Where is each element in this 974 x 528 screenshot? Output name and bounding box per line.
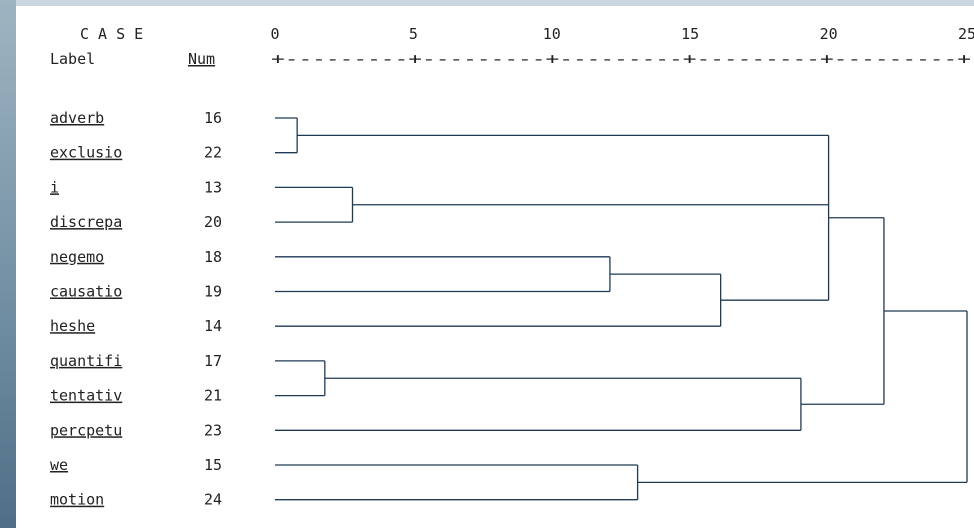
leaf-number: 14 bbox=[204, 317, 222, 335]
scale-tick-label: 20 bbox=[820, 25, 838, 43]
leaf-label: motion bbox=[50, 491, 104, 509]
scale-tick-label: 5 bbox=[409, 25, 418, 43]
leaf-number: 22 bbox=[204, 144, 222, 162]
num-column-heading: Num bbox=[188, 50, 215, 68]
dendrogram-panel: C A S E Label Num 0 5 10 15 20 25 +---------+----… bbox=[16, 6, 974, 528]
leaf-label: quantifi bbox=[50, 352, 122, 370]
leaf-number: 17 bbox=[204, 352, 222, 370]
scale-tick-label: 15 bbox=[681, 25, 699, 43]
scale-tick-label: 10 bbox=[543, 25, 561, 43]
leaf-label: adverb bbox=[50, 109, 104, 127]
scale-tick-label: 0 bbox=[270, 25, 279, 43]
leaf-number: 15 bbox=[204, 456, 222, 474]
scale-tick-label: 25 bbox=[958, 25, 974, 43]
leaf-label: heshe bbox=[50, 317, 95, 335]
leaf-label: exclusio bbox=[50, 144, 122, 162]
leaf-label: percpetu bbox=[50, 421, 122, 439]
leaf-number: 19 bbox=[204, 283, 222, 301]
leaf-label: discrepa bbox=[50, 213, 122, 231]
label-column-heading: Label bbox=[50, 50, 95, 68]
leaf-label: we bbox=[50, 456, 68, 474]
leaf-number: 24 bbox=[204, 491, 222, 509]
leaf-number: 16 bbox=[204, 109, 222, 127]
leaf-label: causatio bbox=[50, 283, 122, 301]
leaf-label: i bbox=[50, 178, 59, 196]
scale-axis-line: +---------+---------+---------+---------… bbox=[271, 50, 971, 68]
leaf-label: negemo bbox=[50, 248, 104, 266]
background-edge bbox=[0, 0, 16, 528]
leaf-number: 21 bbox=[204, 387, 222, 405]
leaf-number: 20 bbox=[204, 213, 222, 231]
dendrogram-chart: C A S E Label Num 0 5 10 15 20 25 +---------+----… bbox=[50, 25, 974, 509]
leaf-label: tentativ bbox=[50, 387, 122, 405]
leaf-number: 23 bbox=[204, 421, 222, 439]
leaf-number: 18 bbox=[204, 248, 222, 266]
leaf-number: 13 bbox=[204, 178, 222, 196]
case-heading: C A S E bbox=[80, 25, 143, 43]
